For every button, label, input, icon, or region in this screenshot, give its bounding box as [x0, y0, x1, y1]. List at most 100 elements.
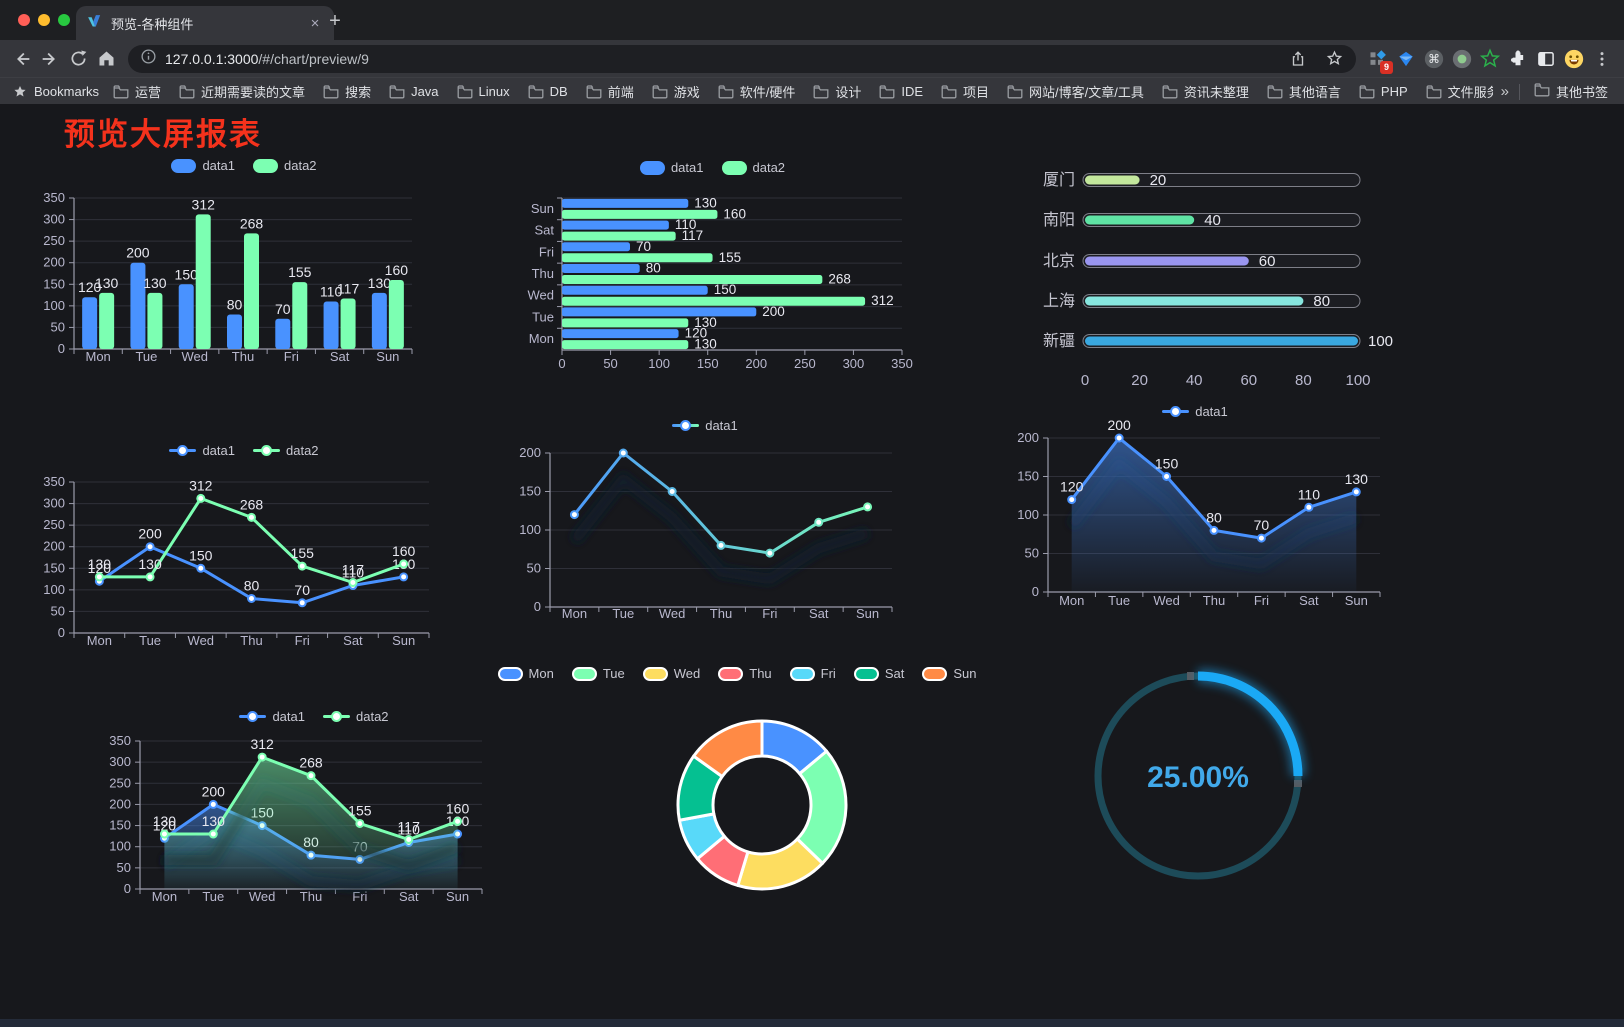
bookmark-star-icon[interactable]: [1320, 45, 1348, 73]
svg-text:110: 110: [675, 217, 697, 232]
legend-item-data1[interactable]: data1: [171, 158, 235, 173]
bookmark-folder[interactable]: 近期需要读的文章: [175, 80, 309, 103]
svg-text:150: 150: [109, 818, 131, 833]
svg-text:60: 60: [1259, 253, 1276, 270]
svg-text:130: 130: [143, 275, 167, 291]
svg-text:350: 350: [43, 474, 65, 489]
svg-text:150: 150: [189, 547, 213, 563]
svg-text:268: 268: [240, 496, 264, 512]
bookmark-folder[interactable]: PHP: [1355, 82, 1412, 101]
svg-text:150: 150: [175, 266, 199, 282]
legend-item-Sat[interactable]: Sat: [853, 666, 904, 681]
legend-item-Sun[interactable]: Sun: [922, 666, 976, 681]
chart-progress-bars[interactable]: 厦门 20 南阳 40 北京 60 上海 80 新疆 100 0 20 40 60 80 100: [1000, 158, 1400, 398]
new-tab-button[interactable]: +: [329, 10, 341, 32]
browser-tab[interactable]: 预览-各种组件 ×: [76, 6, 334, 40]
address-bar[interactable]: 127.0.0.1:3000/#/chart/preview/9: [128, 44, 1356, 73]
tab-close-icon[interactable]: ×: [310, 14, 320, 32]
bookmarks-divider: [1518, 83, 1520, 100]
legend-item-Wed[interactable]: Wed: [642, 666, 700, 681]
svg-text:130: 130: [694, 195, 717, 210]
svg-text:0: 0: [58, 625, 65, 640]
svg-text:Wed: Wed: [528, 288, 555, 303]
close-window-button[interactable]: [18, 14, 30, 26]
extension-command-icon[interactable]: ⌘: [1420, 46, 1448, 72]
share-icon[interactable]: [1284, 45, 1312, 73]
legend-item-Thu[interactable]: Thu: [718, 666, 772, 681]
bookmark-folder[interactable]: 设计: [809, 80, 865, 103]
svg-text:300: 300: [843, 356, 865, 371]
svg-text:160: 160: [446, 800, 470, 816]
legend-item-data1[interactable]: data1: [672, 418, 738, 433]
legend-item-data2[interactable]: data2: [253, 443, 319, 458]
svg-text:上海: 上海: [1043, 292, 1075, 310]
legend-item-data1[interactable]: data1: [1162, 404, 1228, 419]
svg-text:20: 20: [1150, 172, 1167, 189]
legend-item-Fri[interactable]: Fri: [789, 666, 836, 681]
bottom-strip: [0, 1019, 1624, 1027]
reload-icon[interactable]: [64, 45, 92, 73]
url-text[interactable]: 127.0.0.1:3000/#/chart/preview/9: [165, 51, 1276, 67]
chart-gauge[interactable]: 25.00%: [1060, 660, 1340, 900]
back-icon[interactable]: [8, 45, 36, 73]
svg-text:268: 268: [828, 272, 851, 287]
legend-item-Mon[interactable]: Mon: [497, 666, 554, 681]
browser-menu-icon[interactable]: [1588, 46, 1616, 72]
extension-puzzle-icon[interactable]: [1504, 46, 1532, 72]
svg-text:南阳: 南阳: [1043, 211, 1075, 229]
home-icon[interactable]: [92, 45, 120, 73]
site-info-icon[interactable]: [140, 48, 157, 70]
bookmarks-overflow-icon[interactable]: »: [1500, 83, 1509, 100]
emoji-extension-icon[interactable]: [1560, 46, 1588, 72]
extension-gem-icon[interactable]: [1392, 46, 1420, 72]
svg-text:117: 117: [398, 819, 421, 835]
svg-text:50: 50: [51, 319, 65, 334]
legend-item-data2[interactable]: data2: [323, 709, 389, 724]
bookmark-folder[interactable]: 网站/博客/文章/工具: [1003, 80, 1148, 103]
chart-bar-vertical[interactable]: 0 50 100 150 200 250 300 350 Mon Tue Wed Thu Fri Sat S…: [34, 152, 454, 377]
bookmark-folder[interactable]: 资讯未整理: [1158, 80, 1253, 103]
bookmarks-manager[interactable]: Bookmarks: [12, 84, 99, 100]
zoom-window-button[interactable]: [58, 14, 70, 26]
chart-donut[interactable]: Mon Tue Wed Thu Fri Sat Sun: [497, 660, 976, 898]
bookmark-folder[interactable]: 运营: [109, 80, 165, 103]
chart-bar-horizontal[interactable]: 0 50 100 150 200 250 300 350 Sun 130 160 Sat 110 117 F…: [505, 152, 920, 380]
chart-area-two-series[interactable]: 0 50 100 150 200 250 300 350 Mon Tue Wed Thu Fri Sat S…: [104, 700, 524, 918]
extension-record-icon[interactable]: [1448, 46, 1476, 72]
svg-text:117: 117: [682, 228, 704, 243]
other-bookmarks-folder[interactable]: 其他书签: [1530, 80, 1612, 103]
extension-star-icon[interactable]: [1476, 46, 1504, 72]
bookmark-folder[interactable]: 游戏: [648, 80, 704, 103]
legend-item-data2[interactable]: data2: [721, 160, 785, 175]
legend-item-data2[interactable]: data2: [253, 158, 317, 173]
chart-line-two-series[interactable]: 0 50 100 150 200 250 300 350 Mon Tue Wed Thu Fri Sat S…: [34, 430, 454, 652]
bookmark-folder[interactable]: Java: [385, 82, 442, 101]
bookmark-folder[interactable]: Linux: [453, 82, 514, 101]
chart-area-single[interactable]: 0 50 100 150 200 Mon Tue Wed Thu Fri Sat Sun 120 200 1…: [990, 390, 1400, 620]
svg-text:50: 50: [527, 561, 541, 576]
bookmark-folder[interactable]: IDE: [875, 82, 927, 101]
legend-item-Tue[interactable]: Tue: [571, 666, 625, 681]
svg-text:70: 70: [275, 301, 291, 317]
bookmark-folder[interactable]: DB: [524, 82, 572, 101]
legend-item-data1[interactable]: data1: [239, 709, 305, 724]
svg-text:160: 160: [385, 262, 409, 278]
bookmark-folder[interactable]: 项目: [937, 80, 993, 103]
minimize-window-button[interactable]: [38, 14, 50, 26]
svg-text:200: 200: [43, 539, 65, 554]
svg-text:150: 150: [697, 356, 719, 371]
svg-text:Wed: Wed: [659, 606, 686, 621]
bookmark-folder[interactable]: 软件/硬件: [714, 80, 800, 103]
legend-item-data1[interactable]: data1: [639, 160, 704, 175]
legend-item-data1[interactable]: data1: [169, 443, 235, 458]
bookmark-folder[interactable]: 其他语言: [1263, 80, 1345, 103]
extension-grid-icon[interactable]: 9: [1364, 46, 1393, 74]
sidebar-toggle-icon[interactable]: [1532, 46, 1560, 72]
bookmark-folder[interactable]: 搜索: [319, 80, 375, 103]
chart-line-gradient[interactable]: 0 50 100 150 200 Mon Tue Wed Thu Fri Sat Sun data1: [505, 400, 905, 630]
svg-text:200: 200: [202, 783, 226, 799]
svg-text:200: 200: [109, 796, 131, 811]
forward-icon[interactable]: [36, 45, 64, 73]
bookmark-folder[interactable]: 文件服务器: [1422, 80, 1493, 103]
bookmark-folder[interactable]: 前端: [582, 80, 638, 103]
